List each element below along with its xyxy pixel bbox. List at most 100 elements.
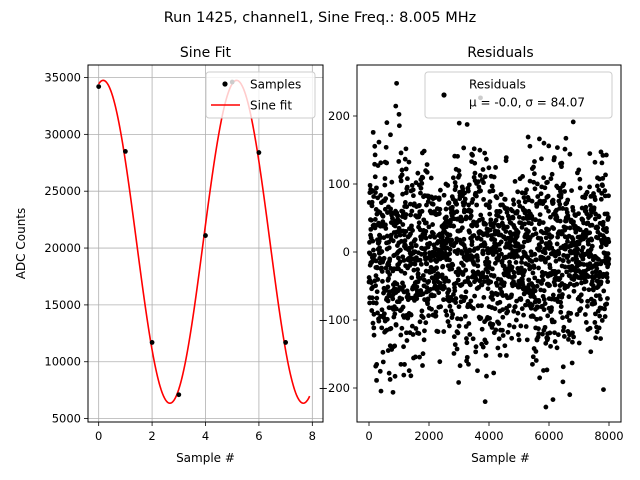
residual-point <box>527 178 533 184</box>
residual-point <box>513 317 519 323</box>
residual-point <box>468 208 474 214</box>
residual-point <box>368 280 374 286</box>
residual-point <box>540 331 545 337</box>
residual-point <box>548 176 554 182</box>
residual-point <box>558 192 564 198</box>
sine-fit-legend: Samples Sine fit <box>205 71 316 119</box>
residual-point <box>511 201 517 207</box>
residual-point <box>529 198 535 204</box>
residual-point <box>400 254 406 260</box>
residual-point <box>530 361 535 367</box>
residual-point <box>443 308 449 314</box>
residual-point <box>455 330 461 336</box>
residual-point <box>583 320 589 325</box>
residual-point <box>584 189 590 195</box>
residual-point <box>521 312 526 318</box>
residual-point <box>409 183 415 188</box>
residual-point <box>561 181 567 187</box>
residual-point <box>507 322 512 328</box>
residual-point <box>560 315 565 321</box>
residual-point <box>577 185 583 191</box>
residual-point <box>372 152 378 158</box>
residual-point <box>380 359 386 365</box>
residual-point <box>459 251 465 256</box>
residual-point <box>497 209 503 215</box>
residual-point <box>592 197 598 203</box>
residual-point <box>598 336 603 342</box>
residual-point <box>383 226 389 231</box>
residual-point <box>414 296 420 302</box>
residual-point <box>439 249 445 255</box>
residual-point <box>415 271 421 277</box>
residual-point <box>384 233 390 239</box>
residual-point <box>585 298 591 304</box>
residual-point <box>504 224 510 230</box>
residual-point <box>532 251 538 257</box>
residual-point <box>456 380 462 385</box>
residual-point <box>592 320 598 325</box>
residual-point <box>534 283 540 289</box>
residual-point <box>450 204 455 210</box>
residual-point <box>562 189 567 194</box>
residual-point <box>453 300 459 305</box>
residual-point <box>522 221 527 227</box>
residual-point <box>482 150 488 156</box>
residual-point <box>481 180 486 186</box>
residuals-y-tick-label: −200 <box>318 381 350 395</box>
residual-point <box>420 315 426 320</box>
residual-point <box>499 215 505 221</box>
residual-point <box>547 241 553 247</box>
residual-point <box>396 159 402 164</box>
residual-point <box>577 227 583 233</box>
residual-point <box>587 261 593 267</box>
residual-point <box>500 327 505 333</box>
residual-point <box>401 283 407 289</box>
residual-point <box>402 156 408 162</box>
residual-point <box>451 223 457 229</box>
residual-point <box>447 323 452 329</box>
residual-point <box>488 217 494 223</box>
residual-point <box>478 188 483 194</box>
residual-point <box>565 239 570 244</box>
residual-point <box>541 288 547 294</box>
residual-point <box>562 264 568 270</box>
residual-point <box>597 313 603 319</box>
residual-point <box>426 224 432 230</box>
residual-point <box>548 214 553 220</box>
residual-point <box>566 294 572 300</box>
residual-point <box>498 239 504 245</box>
residual-point <box>535 194 541 199</box>
residual-point <box>523 324 529 329</box>
residual-point <box>592 301 598 306</box>
residual-point <box>403 190 409 196</box>
residual-point <box>537 212 543 218</box>
sine-fit-title: Sine Fit <box>180 45 232 61</box>
residual-point <box>570 339 575 345</box>
residual-point <box>530 270 536 276</box>
residual-point <box>369 295 375 301</box>
sine-fit-y-tick-label: 10000 <box>44 355 81 369</box>
residual-point <box>547 265 553 271</box>
residual-point <box>568 311 574 316</box>
residual-point <box>462 190 468 196</box>
residual-point <box>501 280 507 286</box>
residual-point <box>592 216 598 222</box>
residual-point <box>436 197 442 202</box>
sine-fit-ticks: 0 2 4 6 8 5000 10000 15000 20000 25000 30000 35000 <box>44 71 316 443</box>
residual-point <box>447 232 453 238</box>
residual-point <box>474 202 480 208</box>
residual-point <box>591 287 596 293</box>
residual-point <box>559 160 565 166</box>
residual-point <box>392 343 398 349</box>
residual-point <box>374 295 380 301</box>
residual-point <box>403 229 409 234</box>
residual-point <box>555 145 560 151</box>
residual-point <box>532 226 537 232</box>
residual-point <box>451 334 457 340</box>
residual-point <box>447 251 453 257</box>
residual-point <box>442 285 447 291</box>
residual-point <box>478 212 484 218</box>
residual-point <box>456 120 462 126</box>
residual-point <box>558 309 564 315</box>
residual-point <box>466 321 472 326</box>
